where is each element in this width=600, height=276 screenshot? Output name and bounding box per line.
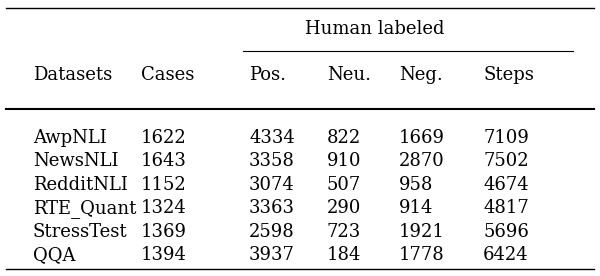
Text: RedditNLI: RedditNLI xyxy=(33,176,128,194)
Text: 1921: 1921 xyxy=(399,223,445,241)
Text: Human labeled: Human labeled xyxy=(305,20,445,38)
Text: 3074: 3074 xyxy=(249,176,295,194)
Text: 1778: 1778 xyxy=(399,246,445,264)
Text: 7109: 7109 xyxy=(483,129,529,147)
Text: 1669: 1669 xyxy=(399,129,445,147)
Text: 1369: 1369 xyxy=(141,223,187,241)
Text: 7502: 7502 xyxy=(483,152,529,171)
Text: Pos.: Pos. xyxy=(249,65,286,84)
Text: 4817: 4817 xyxy=(483,199,529,217)
Text: 5696: 5696 xyxy=(483,223,529,241)
Text: Neu.: Neu. xyxy=(327,65,371,84)
Text: 184: 184 xyxy=(327,246,361,264)
Text: 2870: 2870 xyxy=(399,152,445,171)
Text: StressTest: StressTest xyxy=(33,223,128,241)
Text: 914: 914 xyxy=(399,199,433,217)
Text: Cases: Cases xyxy=(141,65,194,84)
Text: 2598: 2598 xyxy=(249,223,295,241)
Text: 3363: 3363 xyxy=(249,199,295,217)
Text: AwpNLI: AwpNLI xyxy=(33,129,107,147)
Text: 822: 822 xyxy=(327,129,361,147)
Text: 958: 958 xyxy=(399,176,433,194)
Text: 1394: 1394 xyxy=(141,246,187,264)
Text: Datasets: Datasets xyxy=(33,65,112,84)
Text: Neg.: Neg. xyxy=(399,65,443,84)
Text: 723: 723 xyxy=(327,223,361,241)
Text: 3937: 3937 xyxy=(249,246,295,264)
Text: 4674: 4674 xyxy=(483,176,529,194)
Text: 910: 910 xyxy=(327,152,361,171)
Text: Steps: Steps xyxy=(483,65,534,84)
Text: NewsNLI: NewsNLI xyxy=(33,152,119,171)
Text: 1324: 1324 xyxy=(141,199,187,217)
Text: RTE_Quant: RTE_Quant xyxy=(33,199,136,218)
Text: 290: 290 xyxy=(327,199,361,217)
Text: 1152: 1152 xyxy=(141,176,187,194)
Text: 1643: 1643 xyxy=(141,152,187,171)
Text: 507: 507 xyxy=(327,176,361,194)
Text: QQA: QQA xyxy=(33,246,76,264)
Text: 4334: 4334 xyxy=(249,129,295,147)
Text: 1622: 1622 xyxy=(141,129,187,147)
Text: 6424: 6424 xyxy=(483,246,529,264)
Text: 3358: 3358 xyxy=(249,152,295,171)
